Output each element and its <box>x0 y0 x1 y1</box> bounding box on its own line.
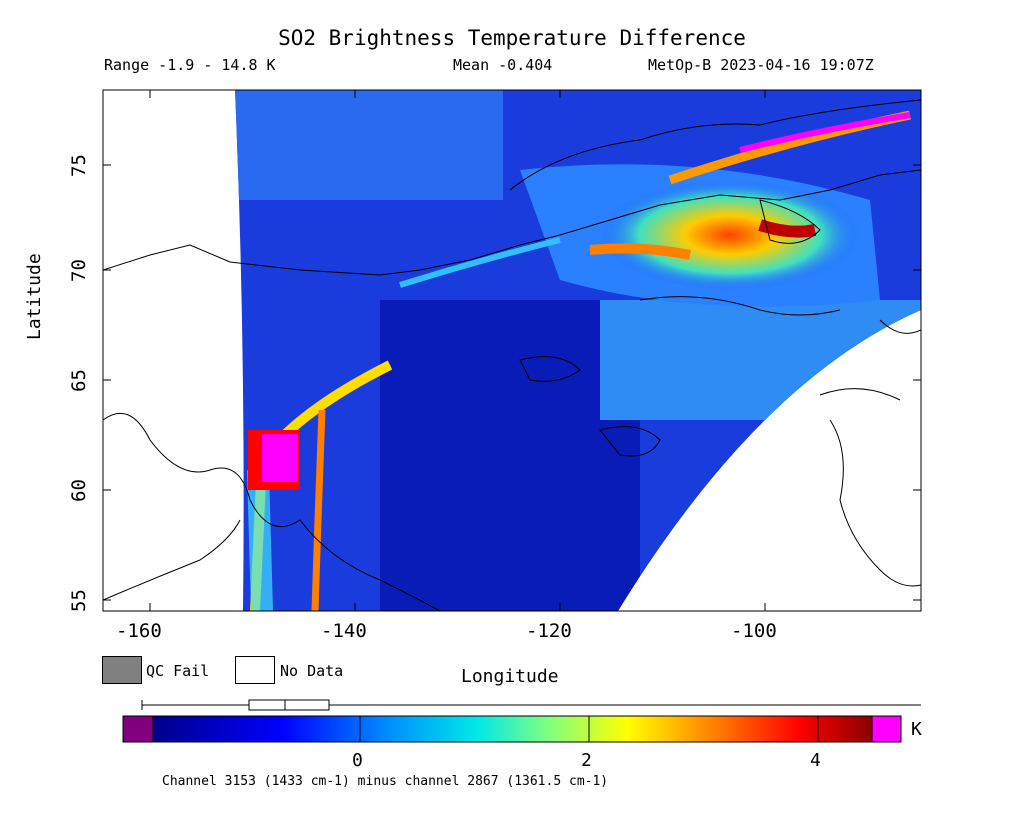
y-tick-label: 55 <box>68 589 90 612</box>
volcano-hotspot <box>262 434 298 482</box>
colorbar-tick-label: 4 <box>810 750 821 771</box>
x-tick-label: -120 <box>526 620 572 642</box>
colorbar-over <box>871 715 902 743</box>
x-tick-label: -160 <box>116 620 162 642</box>
y-tick-label: 60 <box>68 479 90 502</box>
plume-north <box>600 180 860 290</box>
swath-image <box>235 90 921 611</box>
qc-fail-label: QC Fail <box>146 662 210 680</box>
x-axis-label: Longitude <box>461 666 559 687</box>
y-tick-label: 75 <box>68 154 90 177</box>
plot-frame <box>102 89 922 612</box>
colorbar-tick-label: 2 <box>581 750 592 771</box>
channel-footnote: Channel 3153 (1433 cm-1) minus channel 2… <box>162 774 609 789</box>
y-tick-marks <box>103 164 921 601</box>
qc-fail-swatch <box>102 656 142 684</box>
chart-title: SO2 Brightness Temperature Difference <box>278 26 746 50</box>
y-axis-label: Latitude <box>24 253 45 340</box>
coastlines <box>103 99 921 611</box>
colorbar-under <box>122 715 154 743</box>
y-tick-label: 70 <box>68 259 90 282</box>
colorbar <box>152 715 873 743</box>
x-tick-label: -100 <box>731 620 777 642</box>
x-tick-label: -140 <box>321 620 367 642</box>
mean-text: Mean -0.404 <box>453 56 553 74</box>
no-data-label: No Data <box>280 662 344 680</box>
x-tick-marks <box>149 90 766 611</box>
range-text: Range -1.9 - 14.8 K <box>104 56 276 74</box>
no-data-swatch <box>235 656 275 684</box>
colorbar-tick-label: 0 <box>352 750 363 771</box>
y-tick-label: 65 <box>68 369 90 392</box>
colorbar-unit: K <box>911 719 922 740</box>
range-slider[interactable] <box>248 699 330 711</box>
satellite-text: MetOp-B 2023-04-16 19:07Z <box>648 56 874 74</box>
